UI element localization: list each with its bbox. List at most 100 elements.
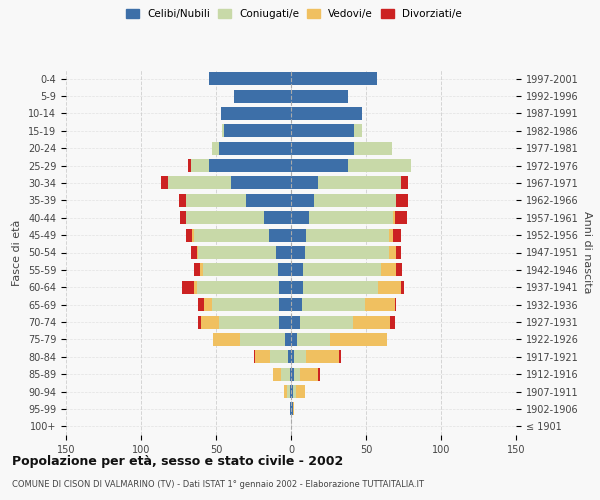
Bar <box>182 280 193 294</box>
Bar <box>330 333 387 346</box>
Bar <box>222 124 223 138</box>
Bar <box>219 142 291 154</box>
Bar <box>318 368 320 380</box>
Bar <box>291 385 293 398</box>
Bar <box>201 316 219 328</box>
Bar <box>305 246 389 259</box>
Bar <box>303 264 381 276</box>
Bar <box>180 211 186 224</box>
Bar <box>231 176 291 190</box>
Bar <box>389 246 396 259</box>
Bar <box>314 194 396 207</box>
Bar <box>209 159 291 172</box>
Bar <box>348 159 411 172</box>
Bar <box>306 228 389 241</box>
Bar <box>354 124 361 138</box>
Bar <box>221 107 291 120</box>
Bar <box>291 90 348 102</box>
Bar <box>279 298 291 311</box>
Bar <box>193 280 197 294</box>
Bar <box>277 264 291 276</box>
Bar <box>393 211 395 224</box>
Bar <box>300 316 353 328</box>
Bar <box>395 298 396 311</box>
Bar <box>285 333 291 346</box>
Bar <box>306 350 339 364</box>
Bar <box>291 107 361 120</box>
Bar <box>234 90 291 102</box>
Bar <box>279 316 291 328</box>
Bar <box>291 142 354 154</box>
Bar <box>198 298 204 311</box>
Bar <box>291 264 303 276</box>
Bar <box>294 368 300 380</box>
Bar <box>209 72 291 85</box>
Bar <box>293 385 296 398</box>
Bar <box>273 368 281 380</box>
Bar <box>291 350 294 364</box>
Bar <box>198 316 201 328</box>
Bar <box>284 385 287 398</box>
Bar <box>255 350 270 364</box>
Bar <box>193 228 269 241</box>
Y-axis label: Anni di nascita: Anni di nascita <box>583 211 592 294</box>
Bar <box>393 228 401 241</box>
Text: COMUNE DI CISON DI VALMARINO (TV) - Dati ISTAT 1° gennaio 2002 - Elaborazione TU: COMUNE DI CISON DI VALMARINO (TV) - Dati… <box>12 480 424 489</box>
Bar <box>396 194 408 207</box>
Bar <box>168 176 231 190</box>
Text: Popolazione per età, sesso e stato civile - 2002: Popolazione per età, sesso e stato civil… <box>12 455 343 468</box>
Bar <box>365 298 395 311</box>
Bar <box>240 333 285 346</box>
Bar <box>197 280 279 294</box>
Bar <box>291 402 293 415</box>
Bar <box>291 72 377 85</box>
Bar <box>279 280 291 294</box>
Bar <box>197 246 198 259</box>
Bar <box>193 264 199 276</box>
Bar <box>300 368 318 380</box>
Bar <box>270 350 288 364</box>
Bar <box>296 385 305 398</box>
Bar <box>291 124 354 138</box>
Legend: Celibi/Nubili, Coniugati/e, Vedovi/e, Divorziati/e: Celibi/Nubili, Coniugati/e, Vedovi/e, Di… <box>122 5 466 24</box>
Bar <box>291 280 303 294</box>
Bar <box>246 194 291 207</box>
Bar <box>287 385 290 398</box>
Bar <box>291 211 309 224</box>
Bar <box>297 333 330 346</box>
Bar <box>213 333 240 346</box>
Bar <box>309 211 393 224</box>
Bar <box>303 280 378 294</box>
Bar <box>293 402 294 415</box>
Bar <box>401 176 408 190</box>
Bar <box>396 246 401 259</box>
Bar <box>291 228 306 241</box>
Bar <box>396 264 402 276</box>
Bar <box>191 159 209 172</box>
Bar <box>290 368 291 380</box>
Bar <box>294 350 306 364</box>
Bar <box>302 298 365 311</box>
Bar <box>191 246 197 259</box>
Bar <box>276 246 291 259</box>
Bar <box>186 228 192 241</box>
Bar <box>186 211 264 224</box>
Bar <box>290 402 291 415</box>
Bar <box>381 264 396 276</box>
Bar <box>281 368 290 380</box>
Bar <box>390 316 395 328</box>
Bar <box>354 142 392 154</box>
Bar <box>291 159 348 172</box>
Bar <box>353 316 390 328</box>
Bar <box>254 350 255 364</box>
Bar <box>389 228 393 241</box>
Bar <box>199 264 203 276</box>
Bar <box>291 333 297 346</box>
Bar <box>291 298 302 311</box>
Bar <box>223 124 291 138</box>
Bar <box>203 264 277 276</box>
Bar <box>198 246 276 259</box>
Bar <box>264 211 291 224</box>
Bar <box>339 350 341 364</box>
Bar <box>161 176 168 190</box>
